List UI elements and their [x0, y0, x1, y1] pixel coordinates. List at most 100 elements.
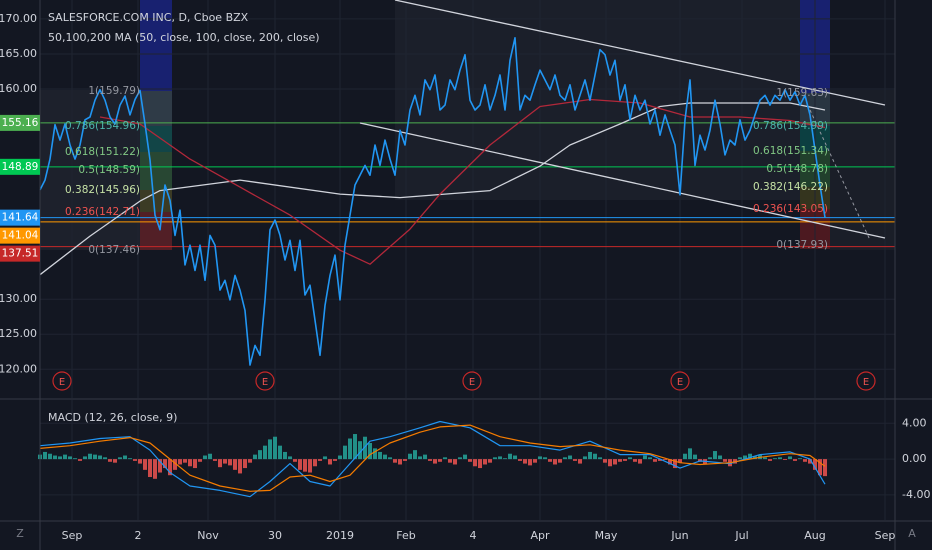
x-tick-label: Nov	[197, 529, 219, 542]
histogram-bar	[118, 457, 122, 460]
histogram-bar	[138, 459, 142, 464]
y-tick-label: 125.00	[0, 327, 37, 340]
price-badge-label: 137.51	[2, 248, 39, 260]
histogram-bar	[693, 454, 697, 460]
fib-box	[40, 90, 172, 250]
histogram-bar	[133, 459, 137, 461]
histogram-bar	[438, 459, 442, 462]
fib-label: 0.786(154.96)	[65, 120, 140, 132]
toolbar-button[interactable]: A	[908, 527, 916, 540]
histogram-bar	[48, 453, 52, 460]
histogram-bar	[288, 456, 292, 460]
histogram-bar	[198, 459, 202, 462]
histogram-bar	[218, 459, 222, 468]
histogram-bar	[183, 459, 187, 463]
histogram-bar	[643, 455, 647, 460]
toolbar-button[interactable]: Z	[16, 527, 24, 540]
histogram-bar	[638, 459, 642, 464]
histogram-bar	[633, 459, 637, 462]
histogram-bar	[108, 459, 112, 462]
x-tick-label: 2019	[326, 529, 354, 542]
earnings-label[interactable]: E	[59, 377, 65, 388]
histogram-bar	[338, 455, 342, 460]
histogram-bar	[673, 459, 677, 469]
histogram-bar	[653, 459, 657, 462]
plot	[38, 37, 827, 498]
series-line	[39, 424, 826, 492]
histogram-bar	[273, 436, 277, 460]
histogram-bar	[63, 454, 67, 460]
price-badge-label: 148.89	[2, 161, 39, 173]
histogram-bar	[58, 456, 62, 460]
histogram-bar	[353, 434, 357, 460]
histogram-bar	[563, 457, 567, 460]
histogram-bar	[78, 459, 82, 461]
fib-band	[140, 91, 172, 126]
histogram-bar	[193, 459, 197, 469]
histogram-bar	[248, 459, 252, 463]
histogram-bar	[483, 459, 487, 465]
earnings-marker	[670, 371, 690, 391]
y-tick-label: 4.00	[902, 416, 927, 429]
price-badge	[0, 227, 40, 244]
fib-label: 0(137.46)	[88, 244, 140, 256]
price-badge	[0, 114, 40, 131]
histogram-bar	[588, 451, 592, 460]
fib-label: 0.236(143.05)	[753, 203, 828, 215]
earnings-label[interactable]: E	[469, 377, 475, 388]
histogram-bar	[103, 457, 107, 460]
histogram-bar	[143, 459, 147, 470]
histogram-bar	[318, 459, 322, 461]
y-tick-label: 130.00	[0, 292, 37, 305]
histogram-bar	[328, 459, 332, 465]
histogram-bar	[73, 458, 77, 460]
histogram-bar	[813, 459, 817, 470]
histogram-bar	[113, 459, 117, 463]
histogram-bar	[573, 459, 577, 461]
earnings-label[interactable]: E	[863, 377, 869, 388]
x-tick-label: 30	[268, 529, 282, 542]
histogram-bar	[688, 448, 692, 460]
histogram-bar	[458, 457, 462, 460]
histogram-bar	[373, 448, 377, 460]
x-tick-label: 4	[470, 529, 477, 542]
earnings-label[interactable]: E	[262, 377, 268, 388]
histogram-bar	[168, 459, 172, 476]
histogram-bar	[598, 457, 602, 460]
histogram-bar	[533, 459, 537, 463]
price-badge-label: 141.04	[2, 230, 39, 242]
x-tick-label: May	[595, 529, 618, 542]
histogram-bar	[608, 459, 612, 467]
histogram-bar	[668, 459, 672, 465]
price-badge	[0, 209, 40, 226]
histogram-bar	[368, 442, 372, 460]
histogram-bar	[408, 453, 412, 460]
histogram-bar	[403, 459, 407, 461]
histogram-bar	[148, 459, 152, 478]
histogram-bar	[383, 454, 387, 460]
histogram-bar	[663, 459, 667, 460]
histogram-bar	[523, 459, 527, 464]
histogram-bar	[208, 453, 212, 460]
histogram-bar	[308, 459, 312, 473]
histogram-bar	[803, 459, 807, 462]
y-tick-label: -4.00	[902, 488, 930, 501]
histogram-bar	[333, 459, 337, 461]
histogram-bar	[53, 455, 57, 460]
histogram-bar	[313, 459, 317, 467]
histogram-bar	[423, 454, 427, 460]
earnings-marker	[255, 371, 275, 391]
histogram-bar	[223, 459, 227, 464]
histogram-bar	[173, 459, 177, 470]
histogram-bar	[68, 456, 72, 460]
histogram-bar	[768, 459, 772, 461]
histogram-bar	[153, 459, 157, 479]
histogram-bar	[538, 456, 542, 460]
x-tick-label: Sep	[62, 529, 83, 542]
fib-band	[140, 152, 172, 190]
earnings-label[interactable]: E	[677, 377, 683, 388]
histogram-bar	[418, 456, 422, 460]
histogram-bar	[723, 459, 727, 462]
y-tick-label: 120.00	[0, 362, 37, 375]
